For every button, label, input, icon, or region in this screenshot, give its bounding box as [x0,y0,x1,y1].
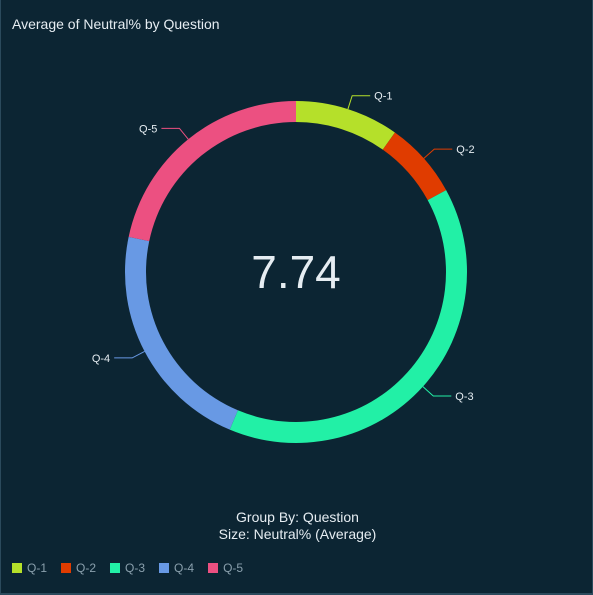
legend-item-q-1[interactable]: Q-1 [12,561,47,575]
legend-label: Q-1 [27,561,48,575]
legend-swatch [12,563,22,573]
center-value: 7.74 [251,246,341,298]
donut-chart: Q-1 Q-2 Q-3 Q-4 Q-5 7.74 [92,91,475,443]
legend-label: Q-3 [125,561,146,575]
legend-item-q-3[interactable]: Q-3 [110,561,145,575]
slice-label-q-2: Q-2 [456,144,474,156]
donut-slice-q-3[interactable] [229,190,468,443]
donut-slice-q-5[interactable] [128,101,296,242]
legend-item-q-2[interactable]: Q-2 [61,561,96,575]
group-by-label: Group By: Question [236,509,359,525]
chart-legend: Q-1 Q-2 Q-3 Q-4 Q-5 [12,561,257,575]
donut-slice-q-1[interactable] [296,101,395,150]
legend-swatch [110,563,121,573]
leader-line-q-2 [423,148,453,159]
leader-line-q-5 [161,127,189,140]
legend-label: Q-5 [223,561,244,575]
chart-title: Average of Neutral% by Question [12,16,220,32]
slice-label-q-3: Q-3 [455,391,473,403]
legend-swatch [61,563,72,573]
slice-label-q-1: Q-1 [374,91,392,103]
legend-item-q-4[interactable]: Q-4 [159,561,194,575]
legend-label: Q-4 [174,561,195,575]
leader-line-q-3 [422,386,452,397]
bottom-divider [1,593,593,595]
donut-slice-q-2[interactable] [382,132,447,201]
leader-line-q-1 [347,95,371,110]
slice-label-q-5: Q-5 [139,123,157,135]
legend-label: Q-2 [76,561,97,575]
legend-swatch [208,563,219,573]
slice-label-q-4: Q-4 [92,353,110,365]
legend-swatch [159,563,170,573]
size-label: Size: Neutral% (Average) [218,526,377,542]
leader-line-q-4 [114,350,145,359]
legend-item-q-5[interactable]: Q-5 [208,561,243,575]
chart-caption: Group By: Question Size: Neutral% (Avera… [1,509,593,543]
donut-slice-q-4[interactable] [124,236,238,430]
